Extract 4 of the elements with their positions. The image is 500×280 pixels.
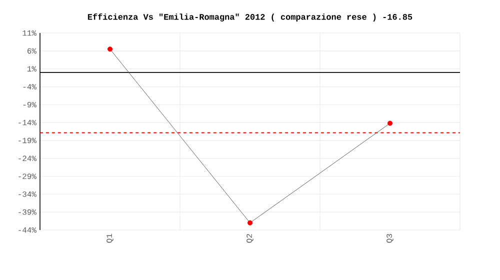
point — [387, 120, 393, 126]
point — [107, 46, 113, 52]
chart-title: Efficienza Vs "Emilia-Romagna" 2012 ( comparazione rese ) -16.85 — [88, 13, 412, 22]
point — [247, 220, 253, 226]
